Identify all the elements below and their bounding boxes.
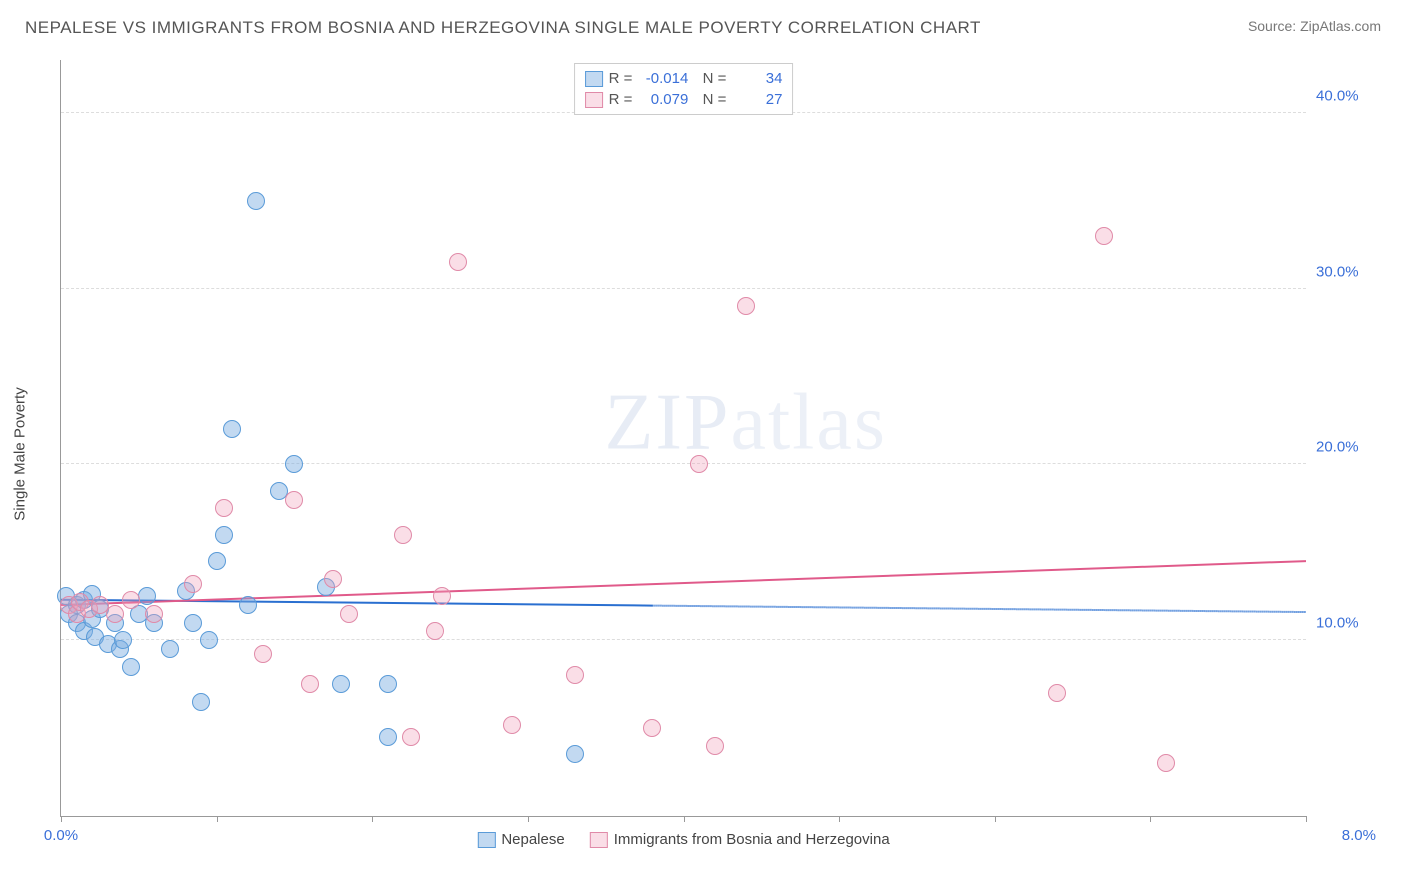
data-point	[239, 596, 257, 614]
legend-row-pink: R = 0.079 N = 27	[585, 89, 783, 110]
data-point	[503, 716, 521, 734]
legend-row-blue: R = -0.014 N = 34	[585, 68, 783, 89]
plot-area: ZIPatlas R = -0.014 N = 34 R = 0.079 N =…	[60, 60, 1306, 817]
ytick-label: 40.0%	[1316, 87, 1376, 104]
data-point	[200, 631, 218, 649]
data-point	[379, 675, 397, 693]
xtick	[839, 816, 840, 822]
blue-swatch	[477, 832, 495, 848]
data-point	[184, 614, 202, 632]
data-point	[106, 605, 124, 623]
data-point	[122, 658, 140, 676]
xtick	[995, 816, 996, 822]
data-point	[402, 728, 420, 746]
ytick-label: 20.0%	[1316, 439, 1376, 456]
xtick	[217, 816, 218, 822]
data-point	[1048, 684, 1066, 702]
xtick	[1306, 816, 1307, 822]
watermark: ZIPatlas	[604, 377, 887, 468]
xtick-label: 0.0%	[44, 827, 78, 844]
data-point	[426, 622, 444, 640]
data-point	[215, 499, 233, 517]
data-point	[122, 591, 140, 609]
data-point	[324, 570, 342, 588]
pink-swatch	[590, 832, 608, 848]
correlation-legend: R = -0.014 N = 34 R = 0.079 N = 27	[574, 63, 794, 115]
data-point	[449, 253, 467, 271]
data-point	[332, 675, 350, 693]
ytick-label: 30.0%	[1316, 263, 1376, 280]
data-point	[301, 675, 319, 693]
gridline	[61, 639, 1306, 640]
xtick	[61, 816, 62, 822]
data-point	[394, 526, 412, 544]
data-point	[566, 745, 584, 763]
data-point	[247, 192, 265, 210]
ytick-label: 10.0%	[1316, 615, 1376, 632]
trend-lines	[61, 60, 1306, 816]
source-label: Source: ZipAtlas.com	[1248, 18, 1381, 34]
data-point	[254, 645, 272, 663]
y-axis-label: Single Male Poverty	[12, 387, 29, 520]
xtick	[1150, 816, 1151, 822]
data-point	[138, 587, 156, 605]
xtick	[372, 816, 373, 822]
data-point	[192, 693, 210, 711]
data-point	[566, 666, 584, 684]
data-point	[379, 728, 397, 746]
legend-item-nepalese: Nepalese	[477, 831, 564, 848]
data-point	[114, 631, 132, 649]
chart-container: Single Male Poverty ZIPatlas R = -0.014 …	[50, 55, 1386, 852]
chart-title: NEPALESE VS IMMIGRANTS FROM BOSNIA AND H…	[25, 18, 981, 38]
gridline	[61, 463, 1306, 464]
data-point	[208, 552, 226, 570]
gridline	[61, 288, 1306, 289]
data-point	[215, 526, 233, 544]
data-point	[223, 420, 241, 438]
data-point	[1095, 227, 1113, 245]
data-point	[1157, 754, 1175, 772]
data-point	[285, 491, 303, 509]
data-point	[690, 455, 708, 473]
xtick	[528, 816, 529, 822]
xtick	[684, 816, 685, 822]
pink-swatch	[585, 92, 603, 108]
data-point	[706, 737, 724, 755]
data-point	[643, 719, 661, 737]
xtick-label: 8.0%	[1342, 827, 1376, 844]
data-point	[737, 297, 755, 315]
legend-item-bosnia: Immigrants from Bosnia and Herzegovina	[590, 831, 890, 848]
data-point	[340, 605, 358, 623]
data-point	[145, 605, 163, 623]
series-legend: Nepalese Immigrants from Bosnia and Herz…	[477, 831, 889, 848]
data-point	[161, 640, 179, 658]
data-point	[184, 575, 202, 593]
data-point	[433, 587, 451, 605]
blue-swatch	[585, 71, 603, 87]
data-point	[285, 455, 303, 473]
